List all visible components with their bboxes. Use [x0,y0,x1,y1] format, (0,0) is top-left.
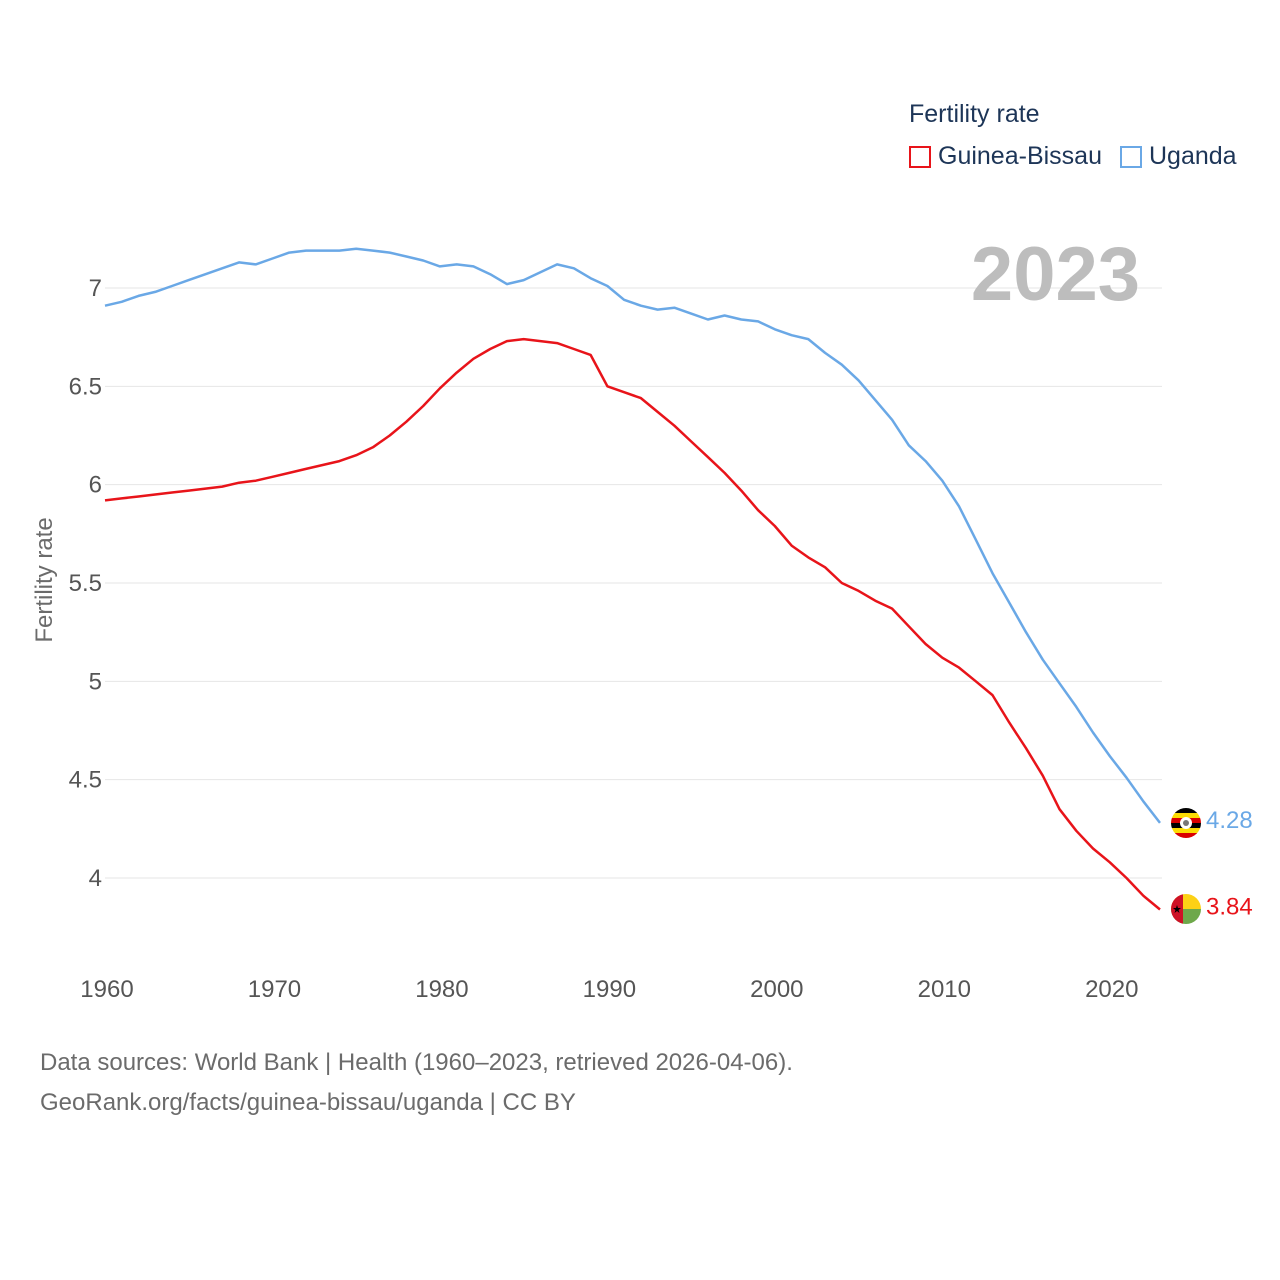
legend-title: Fertility rate [909,100,1040,128]
y-tick-label: 7 [89,275,102,302]
data-source-text: Data sources: World Bank | Health (1960–… [40,1049,793,1076]
series-end-markers [1171,808,1201,924]
guinea-bissau-flag-icon [1171,894,1201,924]
legend-label-guinea-bissau: Guinea-Bissau [938,142,1102,170]
y-tick-label: 4.5 [69,767,102,794]
year-label: 2023 [971,232,1140,317]
legend: Guinea-Bissau Uganda [909,142,1255,171]
end-value-label-uganda: 4.28 [1206,807,1253,834]
x-tick-label: 1970 [248,976,301,1003]
x-tick-label: 2020 [1085,976,1138,1003]
legend-swatch-guinea-bissau [909,145,931,168]
footer: Data sources: World Bank | Health (1960–… [40,1043,793,1123]
legend-label-uganda: Uganda [1148,142,1237,170]
source-link-text[interactable]: GeoRank.org/facts/guinea-bissau/uganda |… [40,1089,576,1116]
series-line-guinea-bissau [104,337,1161,911]
y-tick-label: 6.5 [69,373,102,400]
grid-lines [105,287,1162,879]
series-lines [104,247,1161,911]
series-end-labels: 3.84 4.28 [1206,807,1253,921]
uganda-flag-icon [1171,808,1201,838]
end-value-label-guinea-bissau: 3.84 [1206,893,1253,920]
x-axis-ticks: 1960 1970 1980 1990 2000 2010 2020 [80,976,1138,1003]
y-tick-label: 4 [89,865,102,892]
y-axis-label: Fertility rate [31,517,58,642]
legend-swatch-uganda [1119,145,1142,168]
y-tick-label: 5.5 [69,570,102,597]
series-line-uganda [104,247,1161,824]
x-tick-label: 1990 [583,976,636,1003]
y-tick-label: 6 [89,472,102,499]
x-tick-label: 1980 [415,976,468,1003]
x-tick-label: 2000 [750,976,803,1003]
y-axis-ticks: 4 4.5 5 5.5 6 6.5 7 [69,275,102,892]
x-tick-label: 2010 [918,976,971,1003]
y-tick-label: 5 [89,668,102,695]
legend-item-guinea-bissau[interactable]: Guinea-Bissau [909,142,1102,171]
x-tick-label: 1960 [80,976,133,1003]
legend-item-uganda[interactable]: Uganda [1119,142,1237,171]
